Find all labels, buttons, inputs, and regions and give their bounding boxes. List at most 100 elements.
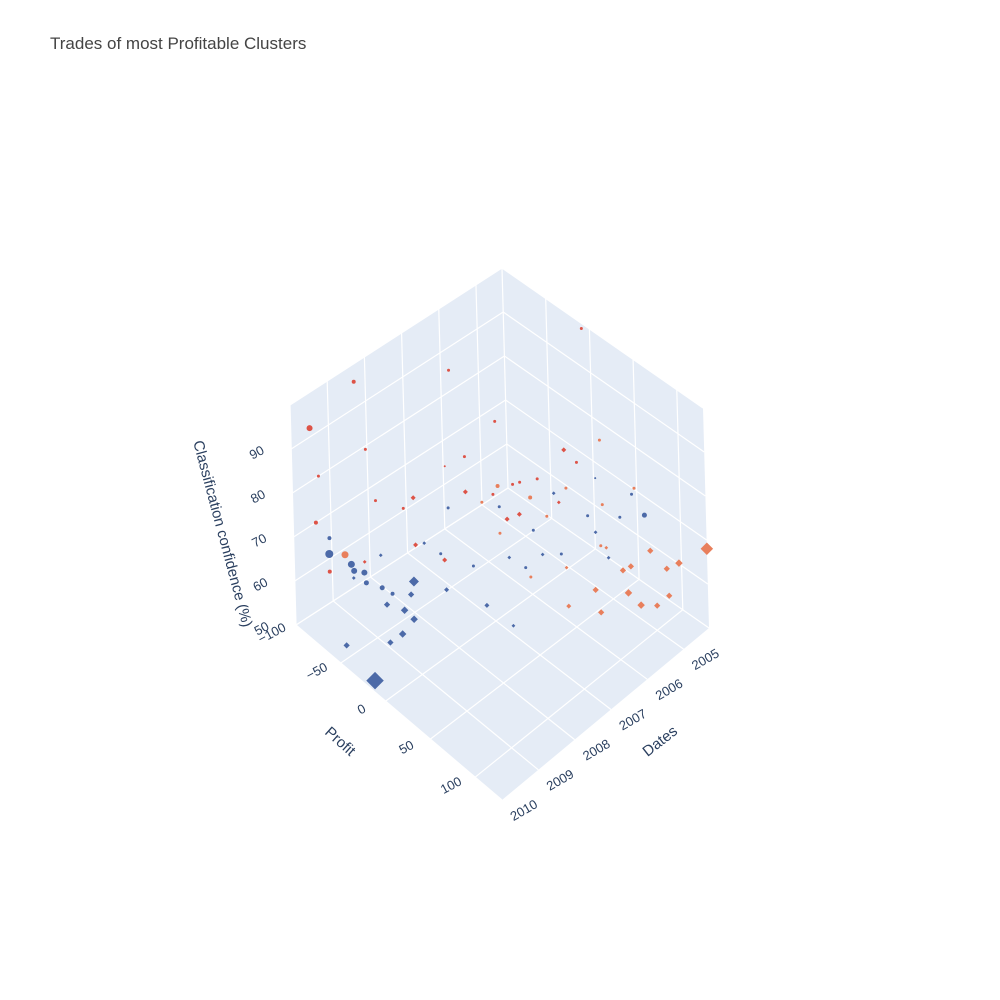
gridline-date — [289, 404, 297, 626]
data-point — [400, 606, 409, 614]
gridline-profit — [676, 389, 684, 610]
data-point — [598, 609, 605, 616]
data-point — [343, 642, 350, 649]
tick-label-profit: 50 — [396, 737, 416, 757]
tick-label-date: 2009 — [544, 766, 577, 793]
data-point — [401, 506, 405, 510]
gridline-profit — [501, 267, 509, 489]
tick-label-confidence: 70 — [249, 530, 269, 550]
gridline-date — [444, 528, 648, 680]
data-point — [422, 541, 427, 545]
data-point — [387, 639, 394, 646]
data-point — [398, 630, 407, 638]
data-point — [545, 514, 549, 518]
tick-label-confidence: 50 — [252, 618, 272, 638]
data-point — [566, 603, 572, 609]
data-point — [597, 438, 601, 442]
data-point — [390, 591, 395, 596]
data-point — [378, 553, 383, 558]
data-point — [654, 602, 661, 609]
data-point — [528, 495, 533, 500]
left-pane — [290, 268, 508, 625]
axis-title-confidence: Classification confidence (%) — [189, 439, 255, 629]
data-point — [446, 506, 450, 510]
data-point — [663, 565, 670, 572]
data-point — [462, 455, 466, 459]
data-point — [327, 569, 332, 574]
data-point — [551, 491, 556, 496]
gridline-date — [295, 624, 503, 801]
tick-label-date: 2006 — [653, 676, 686, 703]
data-point — [351, 576, 356, 580]
data-point — [447, 368, 451, 372]
data-point — [313, 520, 318, 525]
data-point — [407, 591, 415, 598]
gridline-date — [326, 380, 334, 601]
data-point — [540, 552, 545, 557]
data-point — [325, 549, 334, 558]
data-point — [347, 560, 355, 568]
data-point — [504, 516, 510, 522]
gridline-date — [438, 308, 446, 529]
gridline-confidence — [292, 355, 505, 494]
data-point — [599, 544, 603, 548]
data-point — [627, 563, 635, 570]
axis-title-dates: Dates — [640, 723, 681, 761]
gridline-confidence — [294, 443, 508, 582]
gridlines — [289, 267, 710, 801]
data-point — [408, 576, 419, 587]
data-point — [511, 482, 515, 486]
gridline-profit — [474, 609, 684, 778]
gridline-date — [370, 576, 576, 741]
data-point — [383, 601, 391, 608]
data-point — [647, 547, 654, 554]
data-point — [507, 555, 512, 560]
data-point — [351, 379, 356, 384]
data-point — [410, 615, 418, 623]
gridline-date — [481, 504, 684, 650]
tick-label-profit: −50 — [303, 659, 330, 683]
data-point — [491, 492, 495, 496]
data-point — [666, 592, 673, 599]
tick-label-profit: 0 — [355, 701, 368, 718]
gridline-date — [407, 552, 612, 710]
data-point — [366, 671, 384, 690]
data-point — [443, 465, 446, 468]
data-point — [444, 587, 450, 593]
data-point — [498, 531, 502, 535]
data-point — [363, 580, 369, 586]
data-point — [592, 586, 599, 593]
gridline-profit — [545, 298, 553, 519]
data-point — [361, 569, 368, 576]
data-point — [586, 514, 590, 518]
data-point — [564, 486, 568, 490]
data-point — [619, 567, 627, 574]
data-point — [630, 492, 634, 496]
tick-label-date: 2010 — [507, 796, 540, 823]
data-point — [579, 326, 583, 330]
data-point — [564, 565, 569, 570]
tick-label-date: 2005 — [689, 646, 722, 673]
axis-panes — [290, 268, 709, 800]
gridline-date — [363, 356, 371, 577]
data-point — [511, 623, 516, 628]
gridline-confidence — [505, 399, 707, 541]
data-point — [471, 564, 475, 568]
gridline-confidence — [501, 267, 704, 409]
tick-label-confidence: 60 — [250, 574, 270, 594]
gridline-date — [400, 332, 409, 553]
gridline-date — [332, 600, 539, 771]
data-point — [637, 601, 645, 609]
axis-title-profit: Profit — [321, 724, 359, 761]
data-point — [700, 542, 714, 556]
data-point — [675, 559, 683, 567]
data-point — [518, 480, 522, 484]
data-point — [306, 425, 313, 432]
data-point — [362, 559, 367, 564]
gridline-profit — [385, 548, 596, 702]
gridline-confidence — [293, 399, 506, 538]
data-point — [641, 512, 647, 518]
gridline-confidence — [504, 355, 706, 497]
data-point — [462, 489, 468, 495]
